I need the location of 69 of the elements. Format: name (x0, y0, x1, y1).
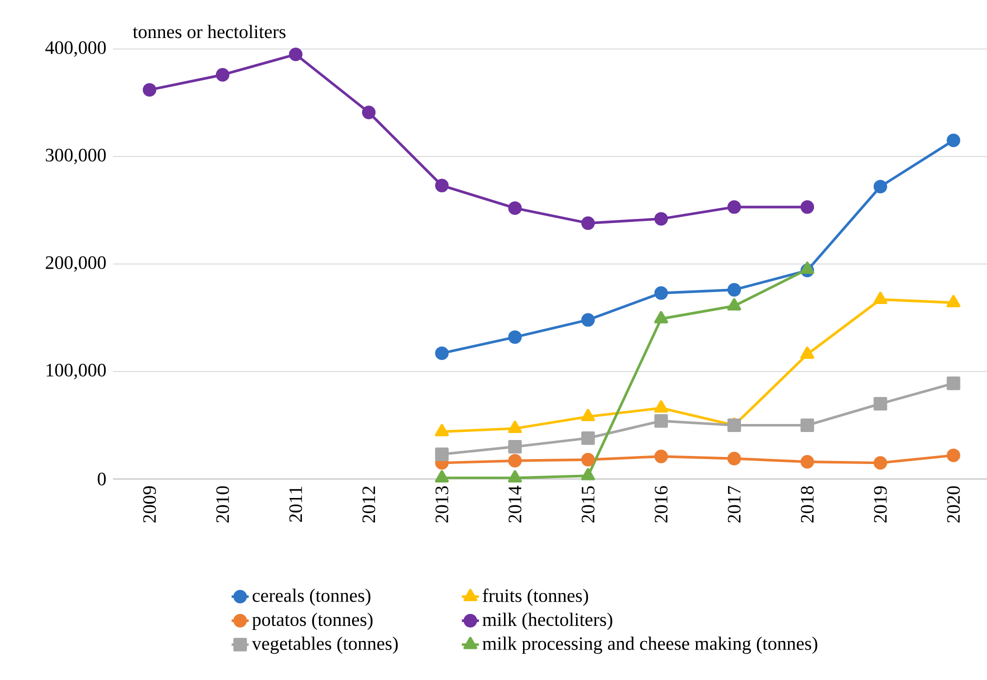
x-tick-label: 2010 (216, 486, 230, 523)
point (727, 452, 741, 466)
point (362, 106, 376, 120)
y-tick-label: 200,000 (46, 256, 106, 272)
point (654, 286, 668, 300)
point (874, 396, 888, 411)
point (435, 178, 449, 192)
point (508, 440, 522, 454)
point (435, 346, 449, 360)
x-tick-label: 2016 (654, 486, 668, 523)
legend-label: potatos (tonnes) (252, 612, 373, 630)
x-tick-label: 2015 (582, 486, 594, 523)
y-tick-label: 0 (98, 472, 106, 486)
point (727, 200, 741, 214)
point (508, 470, 522, 482)
point (142, 83, 156, 97)
point (288, 48, 302, 62)
legend-label: milk processing and cheese making (tonnes) (482, 636, 818, 654)
point (654, 414, 668, 428)
point (508, 330, 522, 344)
legend-label: fruits (tonnes) (482, 588, 588, 606)
point (800, 200, 814, 214)
point (434, 470, 449, 482)
point (727, 418, 741, 432)
y-tick-label: 400,000 (45, 41, 106, 57)
point (435, 448, 449, 462)
x-tick-label: 2014 (508, 486, 522, 523)
x-tick-label: 2012 (362, 486, 376, 523)
point (946, 376, 960, 390)
point (873, 292, 888, 304)
point (946, 134, 960, 148)
point (581, 431, 595, 445)
point (800, 455, 814, 469)
x-tick-label: 2013 (436, 486, 448, 523)
y-tick-label: 100,000 (46, 364, 106, 380)
x-tick-label: 2011 (289, 486, 302, 522)
x-tick-label: 2019 (874, 486, 887, 523)
point (434, 424, 449, 436)
x-tick-label: 2009 (143, 486, 156, 523)
legend-label: vegetables (tonnes) (252, 636, 398, 654)
point (800, 262, 814, 274)
point (800, 418, 814, 432)
legend-label: cereals (tonnes) (252, 588, 370, 606)
point (946, 448, 960, 462)
point (654, 311, 668, 324)
point (508, 420, 522, 434)
point (727, 298, 742, 310)
point (800, 346, 814, 359)
x-tick-label: 2018 (800, 486, 814, 523)
point (581, 452, 595, 466)
point (654, 450, 668, 464)
point (508, 201, 522, 215)
point (581, 313, 595, 327)
x-tick-label: 2020 (947, 486, 960, 523)
y-axis-title: tonnes or hectoliters (132, 24, 286, 38)
point (581, 216, 595, 230)
point (874, 456, 888, 470)
y-tick-label: 300,000 (46, 148, 106, 164)
legend-label: milk (hectoliters) (482, 612, 612, 630)
point (946, 294, 960, 308)
point (581, 408, 595, 422)
point (654, 212, 668, 226)
point (581, 468, 595, 480)
point (508, 454, 522, 468)
point (216, 68, 230, 82)
point (874, 180, 888, 194)
point (727, 283, 741, 297)
x-tick-label: 2017 (728, 486, 741, 523)
point (654, 400, 668, 413)
